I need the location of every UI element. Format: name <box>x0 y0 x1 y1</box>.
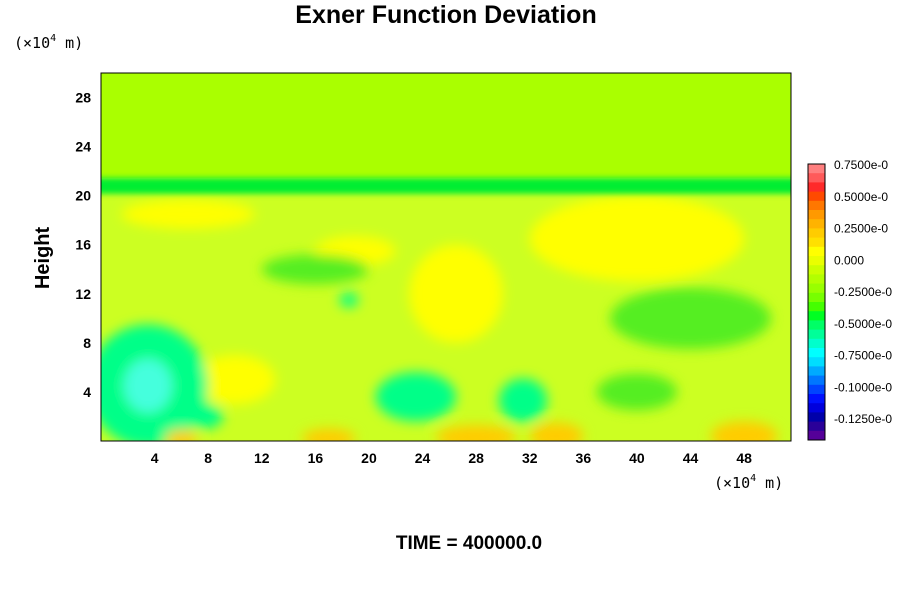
y-tick-label: 28 <box>75 90 91 106</box>
field-warm-5 <box>121 199 256 229</box>
x-tick-label: 16 <box>308 450 324 466</box>
y-tick-label: 24 <box>75 139 91 155</box>
colorbar-swatch <box>808 357 825 367</box>
field-band <box>101 177 791 194</box>
y-tick-label: 8 <box>83 335 91 351</box>
colorbar-frame <box>807 163 826 441</box>
colorbar-swatch <box>808 320 825 331</box>
colorbar-swatch <box>808 200 825 211</box>
x-tick-label: 48 <box>736 450 752 466</box>
field-warm-1 <box>529 195 745 282</box>
colorbar-swatch <box>808 191 825 202</box>
colorbar-label: 0.5000e-0 <box>834 190 888 204</box>
colorbar-label: -0.2500e-0 <box>834 285 892 299</box>
colorbar-swatch <box>808 430 825 441</box>
colorbar-swatch <box>808 292 825 303</box>
field-warmer-15 <box>165 429 198 441</box>
colorbar-swatch <box>808 366 825 377</box>
colorbar-label: -0.1250e-0 <box>834 412 892 426</box>
colorbar-swatch <box>808 256 825 266</box>
x-tick-label: 24 <box>415 450 431 466</box>
y-axis-unit: (×104 m) <box>14 33 83 52</box>
colorbar-swatch <box>808 384 825 395</box>
colorbar-label: 0.7500e-0 <box>834 158 888 172</box>
colorbar-swatch <box>808 412 825 423</box>
colorbar-swatch <box>808 311 825 321</box>
x-tick-label: 20 <box>361 450 377 466</box>
colorbar-swatch <box>808 237 825 248</box>
chart-title: Exner Function Deviation <box>295 1 596 29</box>
colorbar-swatch <box>808 403 825 413</box>
colorbar-label: 0.2500e-0 <box>834 222 888 236</box>
colorbar-swatch <box>808 302 825 312</box>
colorbar-swatch <box>808 164 825 174</box>
colorbar <box>807 163 826 441</box>
colorbar-label: 0.000 <box>834 253 864 267</box>
y-tick-label: 12 <box>75 286 91 302</box>
x-tick-label: 8 <box>204 450 212 466</box>
colorbar-swatch <box>808 375 825 386</box>
colorbar-swatch <box>808 338 825 349</box>
field-warmer-19 <box>710 421 778 441</box>
colorbar-swatch <box>808 283 825 294</box>
colorbar-label: -0.1000e-0 <box>834 380 892 394</box>
y-tick-label: 16 <box>75 237 91 253</box>
colorbar-swatch <box>808 246 825 257</box>
time-label: TIME = 400000.0 <box>396 533 542 554</box>
field-cool-6 <box>610 287 771 350</box>
colorbar-swatch <box>808 182 825 193</box>
x-tick-label: 4 <box>151 450 159 466</box>
colorbar-swatch <box>808 228 825 239</box>
colorbar-label: -0.7500e-0 <box>834 349 892 363</box>
colorbar-swatch <box>808 329 825 340</box>
field-cold-12 <box>375 372 457 422</box>
colorbar-swatch <box>808 265 825 275</box>
field-warm-3 <box>194 355 276 405</box>
field-warmer-18 <box>529 422 584 441</box>
colorbar-swatch <box>808 274 825 285</box>
colorbar-swatch <box>808 394 825 404</box>
colorbar-labels: 0.7500e-0 0.5000e-0 0.2500e-0 0.000 -0.2500e… <box>834 158 892 426</box>
x-axis-ticks: 4 8 12 16 20 24 28 32 36 40 44 48 <box>151 450 752 466</box>
field-cold-13 <box>498 378 548 423</box>
colorbar-swatch <box>808 173 825 183</box>
colorbar-swatch <box>808 348 825 358</box>
colorbar-label: -0.5000e-0 <box>834 317 892 331</box>
field-warmer-17 <box>435 425 517 441</box>
x-tick-label: 12 <box>254 450 270 466</box>
field-coldest-10 <box>123 358 173 413</box>
x-tick-label: 28 <box>468 450 484 466</box>
plot-area <box>101 73 791 441</box>
field-band-strip <box>101 177 791 194</box>
x-tick-label: 44 <box>683 450 699 466</box>
colorbar-swatch <box>808 421 825 432</box>
field-cold-14 <box>339 292 359 308</box>
field-cool-8 <box>261 254 369 284</box>
colorbar-swatch <box>808 219 825 229</box>
x-axis-unit: (×104 m) <box>714 473 783 492</box>
field-cold-11 <box>188 404 223 429</box>
plot-frame <box>100 72 792 442</box>
x-tick-label: 40 <box>629 450 645 466</box>
x-tick-label: 32 <box>522 450 538 466</box>
colorbar-swatch <box>808 210 825 220</box>
y-tick-label: 20 <box>75 188 91 204</box>
field-warm-2 <box>409 244 503 343</box>
x-tick-label: 36 <box>576 450 592 466</box>
y-tick-label: 4 <box>83 384 91 400</box>
field-warmer-16 <box>301 428 356 441</box>
field-blobs <box>101 195 778 441</box>
y-axis-label: Height <box>32 227 54 290</box>
y-axis-ticks: 4 8 12 16 20 24 28 <box>75 90 91 400</box>
field-cool-7 <box>596 373 678 411</box>
